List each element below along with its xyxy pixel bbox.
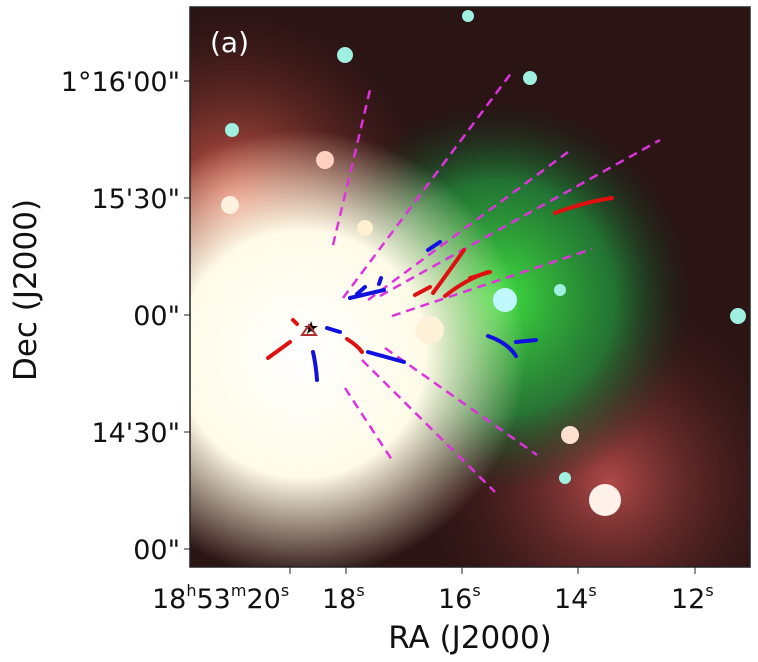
stars: [221, 10, 746, 516]
red-lobes: [266, 196, 614, 360]
x-tick-label: 14s: [554, 581, 597, 615]
y-tick-label: 00": [133, 301, 180, 332]
triangle-marker-icon: [300, 323, 318, 336]
y-axis-label: Dec (J2000): [8, 199, 44, 381]
y-tick-label: 14'30": [91, 418, 180, 449]
x-tick-label: 12s: [671, 581, 714, 615]
y-tick-label: 15'30": [91, 184, 180, 215]
x-axis-label: RA (J2000): [388, 620, 552, 656]
x-tick-label: 18s: [322, 581, 365, 615]
y-tick-label: 00": [133, 535, 180, 566]
blue-lobes: [311, 240, 538, 382]
y-tick-label: 1°16'00": [61, 67, 180, 98]
y-ticks: [184, 80, 190, 550]
astronomical-image: ★: [190, 7, 750, 567]
plot-frame: [189, 6, 751, 568]
x-tick-label: 16s: [438, 581, 481, 615]
panel-label: (a): [210, 26, 249, 59]
x-ticks: [289, 567, 696, 574]
outflow-axis-lines: [331, 71, 661, 493]
x-tick-label: 18h53m20s: [152, 581, 289, 615]
